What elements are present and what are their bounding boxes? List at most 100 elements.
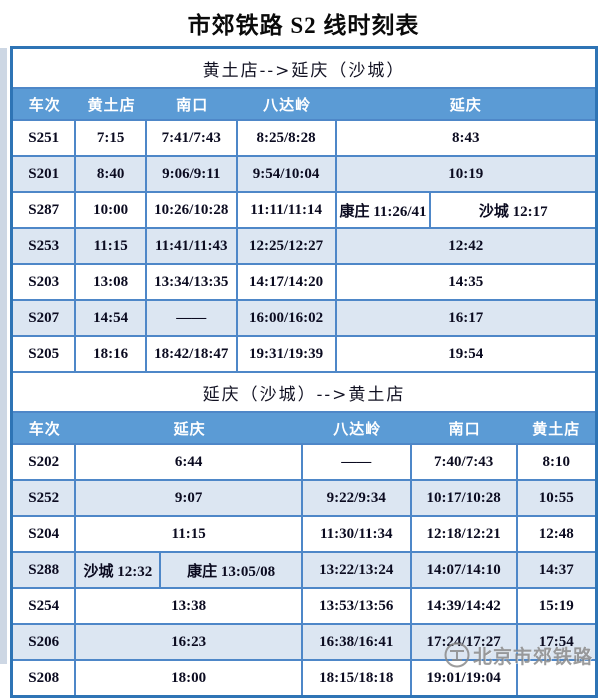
time-cell-no-stop: —— [146, 301, 238, 337]
train-cell: S287 [13, 193, 77, 229]
time-cell: 9:06/9:11 [146, 157, 238, 193]
time-cell: 10:19 [336, 157, 595, 193]
time-cell: 11:30/11:34 [302, 517, 412, 553]
train-cell: S204 [13, 517, 77, 553]
time-cell: 7:40/7:43 [411, 445, 518, 481]
time-cell: 18:15/18:18 [303, 661, 412, 695]
time-cell: 11:41/11:43 [146, 229, 238, 265]
time-cell: 14:37 [517, 553, 595, 589]
table-row: S287 10:00 10:26/10:28 11:11/11:14 康庄 11… [13, 193, 595, 229]
time-cell: 8:43 [336, 121, 595, 157]
column-header-row: 车次 黄土店 南口 八达岭 延庆 [13, 89, 595, 121]
time-cell: 15:19 [517, 589, 595, 625]
train-cell: S253 [13, 229, 77, 265]
time-cell: 13:38 [76, 589, 303, 625]
train-cell: S202 [13, 445, 77, 481]
column-header-huangtudian: 黄土店 [517, 413, 595, 445]
time-cell: 8:40 [76, 157, 147, 193]
table-row: S204 11:15 11:30/11:34 12:18/12:21 12:48 [13, 517, 595, 553]
watermark: 北京市郊铁路 [443, 640, 593, 670]
time-cell: 10:26/10:28 [146, 193, 238, 229]
time-cell: 16:17 [336, 301, 595, 337]
train-cell: S203 [13, 265, 77, 301]
time-cell: 16:23 [76, 625, 303, 661]
time-cell: 13:22/13:24 [302, 553, 412, 589]
time-cell: 9:07 [76, 481, 303, 517]
time-cell-kangzhuang: 康庄 13:05/08 [161, 553, 303, 589]
time-cell: 19:54 [336, 337, 595, 373]
timetable: 黄土店-->延庆（沙城） 车次 黄土店 南口 八达岭 延庆 S251 7:15 … [10, 46, 598, 698]
table-row: S252 9:07 9:22/9:34 10:17/10:28 10:55 [13, 481, 595, 517]
column-header-huangtudian: 黄土店 [76, 89, 147, 121]
time-cell: 7:15 [76, 121, 147, 157]
time-cell: 9:54/10:04 [237, 157, 337, 193]
time-cell: 14:17/14:20 [237, 265, 337, 301]
train-cell: S254 [13, 589, 77, 625]
train-cell: S208 [13, 661, 77, 695]
time-cell: 17:54 [517, 625, 595, 661]
table-row: S251 7:15 7:41/7:43 8:25/8:28 8:43 [13, 121, 595, 157]
table-row: S201 8:40 9:06/9:11 9:54/10:04 10:19 [13, 157, 595, 193]
column-header-yanqing: 延庆 [336, 89, 595, 121]
table-row: S206 16:23 16:38/16:41 17:24/17:27 17:54 [13, 625, 595, 661]
time-cell: 8:25/8:28 [237, 121, 337, 157]
watermark-text: 北京市郊铁路 [473, 646, 594, 668]
table-row: S205 18:16 18:42/18:47 19:31/19:39 19:54 [13, 337, 595, 373]
time-cell: 8:10 [517, 445, 595, 481]
train-cell: S288 [13, 553, 77, 589]
time-cell: 12:42 [336, 229, 595, 265]
train-cell: S206 [13, 625, 77, 661]
table-row: S207 14:54 —— 16:00/16:02 16:17 [13, 301, 595, 337]
table-row: S288 沙城 12:32 康庄 13:05/08 13:22/13:24 14… [13, 553, 595, 589]
train-cell: S207 [13, 301, 77, 337]
train-cell: S251 [13, 121, 77, 157]
time-cell: 16:00/16:02 [237, 301, 337, 337]
table-row: S254 13:38 13:53/13:56 14:39/14:42 15:19 [13, 589, 595, 625]
column-header-train: 车次 [13, 413, 77, 445]
column-header-yanqing: 延庆 [76, 413, 303, 445]
time-cell: 13:34/13:35 [146, 265, 238, 301]
time-cell: 7:41/7:43 [146, 121, 238, 157]
time-cell: 18:16 [76, 337, 147, 373]
time-cell: 11:11/11:14 [237, 193, 337, 229]
time-cell: 17:24/17:27 [411, 625, 518, 661]
direction-label: 延庆（沙城）-->黄土店 [13, 373, 595, 413]
time-cell-no-stop: —— [302, 445, 412, 481]
time-cell: 18:42/18:47 [146, 337, 238, 373]
time-cell: 11:15 [76, 517, 303, 553]
column-header-train: 车次 [13, 89, 77, 121]
time-cell: 10:55 [517, 481, 595, 517]
train-cell: S205 [13, 337, 77, 373]
train-cell: S201 [13, 157, 77, 193]
direction-header: 延庆（沙城）-->黄土店 [13, 373, 595, 413]
table-row: S202 6:44 —— 7:40/7:43 8:10 [13, 445, 595, 481]
time-cell: 10:00 [76, 193, 147, 229]
outbound-table: 黄土店-->延庆（沙城） 车次 黄土店 南口 八达岭 延庆 S251 7:15 … [13, 49, 595, 373]
time-cell: 13:53/13:56 [302, 589, 412, 625]
table-row: S253 11:15 11:41/11:43 12:25/12:27 12:42 [13, 229, 595, 265]
time-cell-kangzhuang: 康庄 11:26/41 [336, 193, 432, 229]
time-cell: 14:07/14:10 [411, 553, 518, 589]
time-cell: 16:38/16:41 [302, 625, 412, 661]
page-title: 市郊铁路 S2 线时刻表 [187, 13, 420, 38]
table-row: S203 13:08 13:34/13:35 14:17/14:20 14:35 [13, 265, 595, 301]
train-cell: S252 [13, 481, 77, 517]
time-cell: 14:39/14:42 [411, 589, 518, 625]
time-cell-shacheng: 沙城 12:32 [76, 553, 162, 589]
column-header-badaling: 八达岭 [237, 89, 337, 121]
time-cell: 12:18/12:21 [411, 517, 518, 553]
time-cell: 6:44 [76, 445, 303, 481]
time-cell: 11:15 [76, 229, 147, 265]
time-cell: 13:08 [76, 265, 147, 301]
time-cell: 9:22/9:34 [302, 481, 412, 517]
time-cell: 19:31/19:39 [237, 337, 337, 373]
time-cell: 12:48 [517, 517, 595, 553]
time-cell-shacheng: 沙城 12:17 [431, 193, 595, 229]
time-cell: 10:17/10:28 [411, 481, 518, 517]
time-cell: 14:54 [76, 301, 147, 337]
railway-logo-icon [444, 642, 470, 668]
column-header-nankou: 南口 [146, 89, 238, 121]
direction-label: 黄土店-->延庆（沙城） [13, 49, 595, 89]
column-header-row: 车次 延庆 八达岭 南口 黄土店 [13, 413, 595, 445]
time-cell: 14:35 [336, 265, 595, 301]
